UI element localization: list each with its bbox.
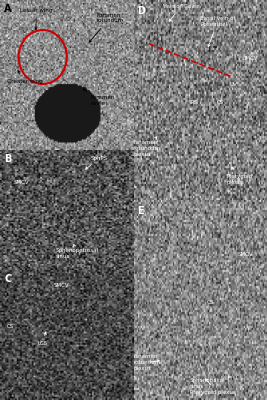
- Text: IPS: IPS: [190, 100, 198, 105]
- Text: SMCV: SMCV: [53, 283, 69, 288]
- Text: CS: CS: [207, 300, 214, 305]
- Text: Greater wing: Greater wing: [7, 71, 42, 84]
- Text: D: D: [138, 6, 146, 16]
- Text: Foramen
rotundum
plexus: Foramen rotundum plexus: [134, 137, 161, 157]
- Text: Foramen
rotundum
plexus: Foramen rotundum plexus: [134, 354, 161, 371]
- Text: Vein of Galen: Vein of Galen: [163, 4, 200, 21]
- Text: E: E: [138, 206, 144, 216]
- Text: Basal vein of
Rosenthal: Basal vein of Rosenthal: [200, 16, 236, 46]
- Text: SMCV: SMCV: [13, 180, 29, 185]
- Text: SMCV: SMCV: [243, 56, 259, 61]
- Text: Sphenobasal
sinus
Pterygoid plexus: Sphenobasal sinus Pterygoid plexus: [190, 378, 235, 395]
- Text: C: C: [4, 274, 11, 284]
- Text: SphPS: SphPS: [86, 156, 108, 169]
- Text: CS: CS: [7, 324, 14, 330]
- Text: B: B: [4, 154, 11, 164]
- Text: CS: CS: [216, 100, 223, 105]
- Text: Lesser wing: Lesser wing: [20, 8, 52, 29]
- Text: Foramen
ovale: Foramen ovale: [83, 89, 115, 106]
- Text: UV: UV: [230, 82, 237, 87]
- Text: SMCV: SMCV: [238, 252, 253, 257]
- Text: A: A: [4, 4, 11, 14]
- Text: Foramen
rotundum: Foramen rotundum: [89, 13, 123, 42]
- Text: Pterygoid
plexus: Pterygoid plexus: [227, 167, 253, 185]
- Text: LCS: LCS: [37, 332, 48, 346]
- Text: Sphenopetrosal
sinus: Sphenopetrosal sinus: [56, 244, 99, 259]
